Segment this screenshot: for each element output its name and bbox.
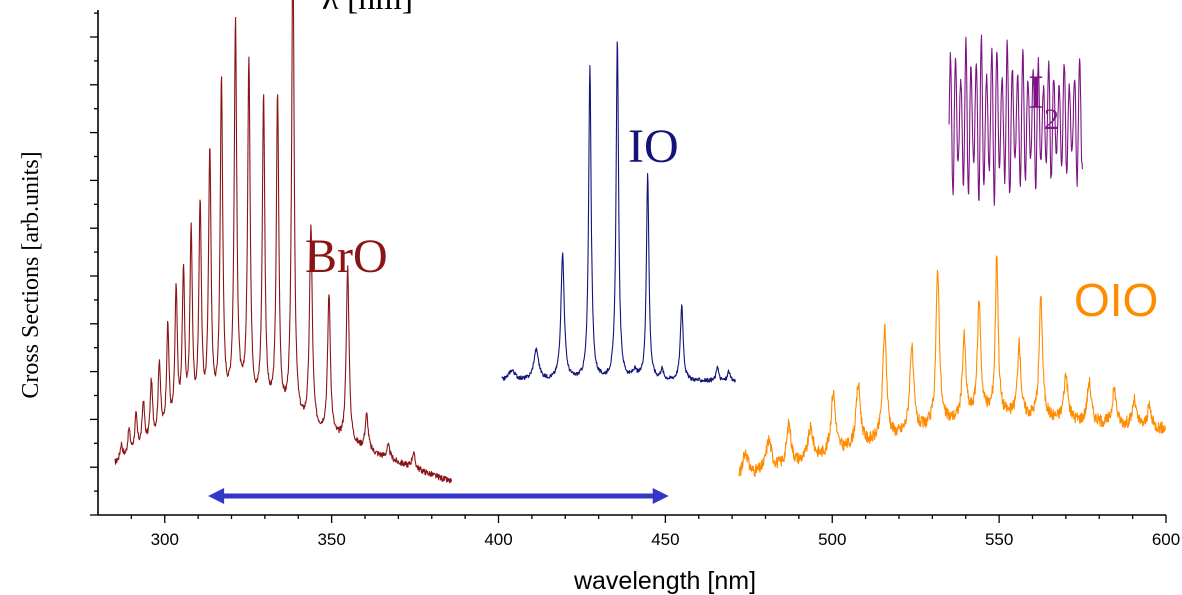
y-axis-label: Cross Sections [arb.units] [18, 151, 44, 398]
series-line-bro [114, 0, 453, 484]
wavelength-range-arrow-head-right [652, 488, 669, 504]
arrow-layer [208, 488, 669, 504]
x-tick-label: 400 [484, 530, 512, 549]
x-tick-label: 600 [1152, 530, 1180, 549]
series-line-i2 [948, 34, 1083, 206]
x-axis-label: wavelength [nm] [573, 567, 756, 595]
series-line-io [501, 41, 736, 383]
series-label-i2-base: I [1028, 66, 1044, 119]
x-tick-label: 450 [651, 530, 679, 549]
series-line-oio [738, 255, 1167, 477]
axes: 300 350 400 450 500 550 600 [90, 10, 1180, 549]
x-tick-label: 550 [985, 530, 1013, 549]
series-label-oio: OIO [1074, 274, 1158, 326]
series-label-i2-sub: 2 [1044, 103, 1059, 136]
wavelength-range-arrow-head-left [208, 488, 225, 504]
x-tick-label: 500 [818, 530, 846, 549]
series-label-bro: BrO [305, 230, 388, 283]
x-tick-label: 300 [151, 530, 179, 549]
series-label-io: IO [628, 120, 679, 173]
series-layer [114, 0, 1167, 484]
series-label-i2: I 2 [1028, 66, 1059, 136]
x-tick-label: 350 [317, 530, 345, 549]
top-clipped-title: λ [nm] [322, 0, 413, 17]
